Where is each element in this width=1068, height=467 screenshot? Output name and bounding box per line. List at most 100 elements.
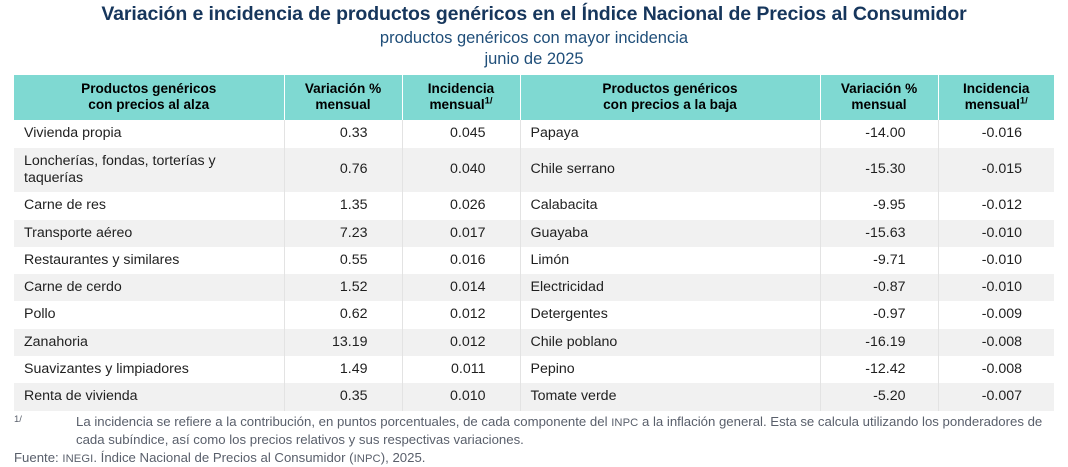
source-middle: . Índice Nacional de Precios al Consumid… xyxy=(93,449,354,465)
cell-product-down: Papaya xyxy=(520,120,821,148)
table-row: Transporte aéreo 7.23 0.017 Guayaba -15.… xyxy=(14,219,1054,247)
source-line: Fuente: INEGI. Índice Nacional de Precio… xyxy=(14,449,1054,467)
col-header-variation-down: Variación % mensual xyxy=(819,74,939,121)
page-subtitle: productos genéricos con mayor incidencia xyxy=(379,28,689,47)
footnote-marker-incidence-up: 1/ xyxy=(484,95,493,107)
cell-variation-up: 0.62 xyxy=(284,301,403,329)
cell-product-down: Calabacita xyxy=(520,192,821,220)
generic-products-table: Productos genéricos con precios al alza … xyxy=(14,74,1054,411)
source-end: ), 2025. xyxy=(380,449,426,465)
col-header-products-down-line1: Productos genéricos xyxy=(602,80,738,96)
table-row: Renta de vivienda 0.35 0.010 Tomate verd… xyxy=(14,383,1054,411)
col-header-variation-down-line1: Variación % xyxy=(840,80,918,96)
footnote-1-text-part1: La incidencia se refiere a la contribuci… xyxy=(76,413,612,429)
cell-incidence-down: -0.010 xyxy=(938,219,1054,247)
cell-incidence-up: 0.026 xyxy=(402,192,521,220)
title-block: Variación e incidencia de productos gené… xyxy=(0,0,1068,70)
cell-product-down: Electricidad xyxy=(520,274,821,302)
col-header-incidence-down-line1: Incidencia xyxy=(963,80,1030,96)
cell-incidence-up: 0.016 xyxy=(402,246,521,275)
cell-product-up: Restaurantes y similares xyxy=(14,246,285,275)
cell-incidence-up: 0.012 xyxy=(402,328,521,357)
cell-variation-up: 0.33 xyxy=(284,120,403,148)
cell-incidence-up: 0.012 xyxy=(402,301,521,329)
page-period: junio de 2025 xyxy=(484,50,584,69)
cell-incidence-down: -0.007 xyxy=(938,383,1054,411)
cell-variation-down: -14.00 xyxy=(820,120,939,148)
cell-incidence-down: -0.008 xyxy=(938,328,1054,357)
cell-variation-up: 0.35 xyxy=(284,383,403,411)
cell-incidence-down: -0.008 xyxy=(938,356,1054,384)
cell-incidence-down: -0.012 xyxy=(938,192,1054,220)
col-header-products-up: Productos genéricos con precios al alza xyxy=(14,74,285,121)
cell-product-up: Suavizantes y limpiadores xyxy=(14,356,285,384)
cell-incidence-up: 0.045 xyxy=(402,120,521,148)
cell-incidence-up: 0.040 xyxy=(402,147,521,193)
table-container: Productos genéricos con precios al alza … xyxy=(14,74,1054,411)
cell-product-up: Zanahoria xyxy=(14,328,285,357)
cell-product-down: Chile serrano xyxy=(520,147,821,193)
col-header-incidence-up-line1: Incidencia xyxy=(427,80,495,96)
col-header-incidence-up-line2: mensual xyxy=(429,96,485,112)
cell-incidence-down: -0.016 xyxy=(938,120,1054,148)
cell-product-up: Vivienda propia xyxy=(14,120,285,148)
cell-variation-up: 13.19 xyxy=(284,328,403,357)
cell-incidence-down: -0.015 xyxy=(938,147,1054,193)
col-header-products-down: Productos genéricos con precios a la baj… xyxy=(519,74,821,121)
cell-variation-up: 0.55 xyxy=(284,246,403,275)
cell-product-down: Detergentes xyxy=(520,301,821,329)
source-label: Fuente: xyxy=(14,449,63,465)
cell-product-up: Loncherías, fondas, torterías y taquería… xyxy=(14,147,285,193)
cell-incidence-up: 0.011 xyxy=(402,356,521,384)
footnotes-block: 1/ La incidencia se refiere a la contrib… xyxy=(14,413,1054,467)
cell-product-down: Pepino xyxy=(520,356,821,384)
col-header-products-up-line2: con precios al alza xyxy=(88,96,210,112)
cell-product-up: Carne de cerdo xyxy=(14,274,285,302)
col-header-variation-up: Variación % mensual xyxy=(283,74,403,121)
table-head: Productos genéricos con precios al alza … xyxy=(14,74,1054,121)
table-row: Restaurantes y similares 0.55 0.016 Limó… xyxy=(14,246,1054,275)
cell-incidence-down: -0.010 xyxy=(938,274,1054,302)
cell-variation-up: 1.35 xyxy=(284,192,403,220)
col-header-variation-down-line2: mensual xyxy=(851,96,907,112)
cell-variation-down: -16.19 xyxy=(820,328,939,357)
table-row: Vivienda propia 0.33 0.045 Papaya -14.00… xyxy=(14,120,1054,148)
page-title: Variación e incidencia de productos gené… xyxy=(101,3,967,25)
cell-incidence-up: 0.014 xyxy=(402,274,521,302)
table-row: Zanahoria 13.19 0.012 Chile poblano -16.… xyxy=(14,328,1054,357)
footnote-1-marker: 1/ xyxy=(14,413,22,425)
cell-variation-up: 0.76 xyxy=(284,147,403,193)
col-header-incidence-down-line2: mensual xyxy=(964,96,1020,112)
col-header-variation-up-line1: Variación % xyxy=(304,80,382,96)
table-body: Vivienda propia 0.33 0.045 Papaya -14.00… xyxy=(14,120,1054,411)
cell-variation-down: -0.87 xyxy=(820,274,939,302)
cell-variation-up: 1.52 xyxy=(284,274,403,302)
table-row: Suavizantes y limpiadores 1.49 0.011 Pep… xyxy=(14,356,1054,384)
table-row: Carne de res 1.35 0.026 Calabacita -9.95… xyxy=(14,192,1054,220)
col-header-incidence-down: Incidencia mensual1/ xyxy=(937,74,1054,121)
cell-variation-down: -9.71 xyxy=(820,246,939,275)
cell-variation-down: -5.20 xyxy=(820,383,939,411)
cell-product-down: Limón xyxy=(520,246,821,275)
col-header-variation-up-line2: mensual xyxy=(315,96,371,112)
cell-product-down: Guayaba xyxy=(520,219,821,247)
footnote-1-text-part2: a la inflación general. Esta se calcula … xyxy=(76,413,1043,447)
col-header-incidence-up: Incidencia mensual1/ xyxy=(401,74,521,121)
cell-product-down: Tomate verde xyxy=(520,383,821,411)
cell-incidence-down: -0.009 xyxy=(938,301,1054,329)
cell-variation-down: -0.97 xyxy=(820,301,939,329)
cell-variation-down: -15.30 xyxy=(820,147,939,193)
cell-variation-up: 1.49 xyxy=(284,356,403,384)
footnote-marker-incidence-down: 1/ xyxy=(1019,95,1028,107)
cell-product-up: Transporte aéreo xyxy=(14,219,285,247)
cell-variation-down: -9.95 xyxy=(820,192,939,220)
cell-variation-down: -12.42 xyxy=(820,356,939,384)
table-row: Loncherías, fondas, torterías y taquería… xyxy=(14,147,1054,193)
table-row: Pollo 0.62 0.012 Detergentes -0.97 -0.00… xyxy=(14,301,1054,329)
table-header-row: Productos genéricos con precios al alza … xyxy=(14,74,1054,121)
cell-product-up: Renta de vivienda xyxy=(14,383,285,411)
cell-incidence-up: 0.017 xyxy=(402,219,521,247)
footnote-1-text: La incidencia se refiere a la contribuci… xyxy=(76,413,1054,448)
cell-product-up: Carne de res xyxy=(14,192,285,220)
